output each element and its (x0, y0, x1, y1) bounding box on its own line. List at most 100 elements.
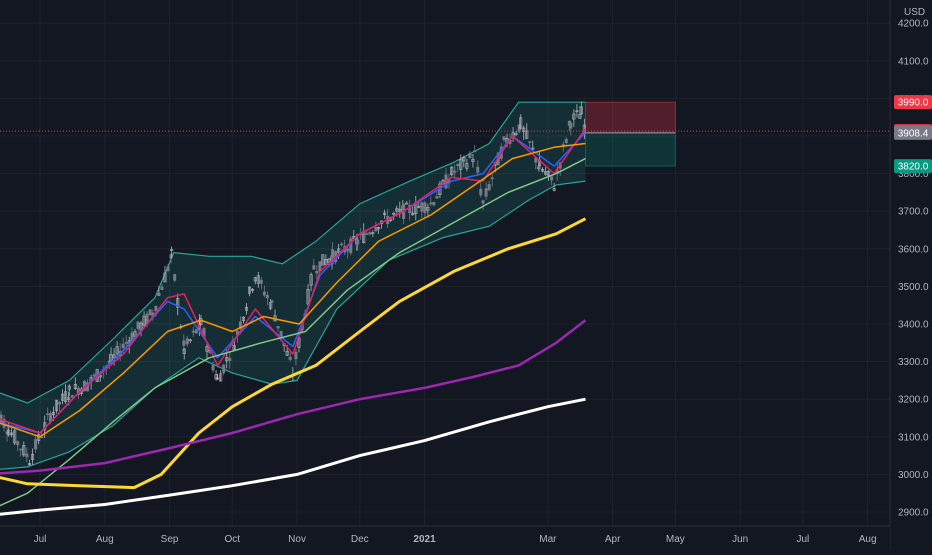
candle-body (544, 171, 548, 175)
candle-body (514, 133, 518, 136)
candle-body (157, 293, 161, 296)
candle-body (468, 152, 472, 158)
candle-body (241, 316, 245, 321)
candle-body (481, 200, 485, 204)
candle-body (276, 326, 280, 329)
band-lower (0, 180, 586, 470)
candle-body (34, 439, 38, 450)
candle-body (170, 249, 174, 251)
candle-body (288, 356, 292, 360)
candle-body (182, 340, 186, 346)
candle-body (121, 343, 125, 349)
candle-body (163, 272, 167, 283)
candle-body (552, 188, 556, 191)
candle-body (70, 395, 74, 398)
x-tick-label: Aug (859, 534, 877, 545)
candle-body (205, 346, 209, 352)
price-label-box (894, 95, 932, 110)
candle-body (58, 401, 62, 405)
price-axis[interactable]: USD4200.04100.04000.03900.03800.03700.03… (889, 0, 932, 550)
moving-averages (0, 128, 587, 516)
candle-body (569, 122, 573, 129)
candle-body (471, 159, 475, 162)
candle-body (541, 169, 545, 172)
price-label: 3990.0 (898, 98, 929, 109)
candle-body (411, 212, 415, 216)
candle-body (176, 298, 180, 308)
candle-body (476, 166, 480, 173)
candle-body (73, 383, 77, 389)
candle-body (28, 463, 32, 466)
price-axis-bg (890, 0, 932, 550)
candle-body (19, 448, 23, 451)
candle-body (564, 138, 568, 143)
candle-body (154, 305, 158, 312)
x-tick-label: Dec (351, 534, 369, 545)
candle-body (13, 430, 17, 444)
candle-body (306, 289, 310, 305)
candle-body (67, 397, 71, 400)
candle-body (160, 286, 164, 290)
candle-body (225, 357, 229, 362)
candle-body (398, 208, 402, 213)
candle-body (148, 309, 152, 315)
candle-body (37, 434, 41, 441)
candle-body (405, 202, 409, 205)
candle-body (426, 207, 430, 211)
x-tick-label: Sep (161, 534, 179, 545)
time-axis[interactable]: Jul Aug Sep Oct Nov Dec 2021 Mar Apr May Jun Jul Aug (0, 525, 890, 550)
candle-body (248, 286, 252, 294)
y-tick-label: 3000.0 (898, 470, 929, 481)
candle-body (525, 130, 529, 139)
price-label: 3820.0 (898, 162, 929, 173)
y-tick-label: 4200.0 (898, 19, 929, 30)
grid (0, 0, 890, 526)
x-tick-label: 2021 (413, 534, 436, 545)
series-line-3 (0, 157, 586, 507)
candle-body (479, 188, 483, 196)
candle-body (547, 170, 551, 176)
candle-body (55, 399, 59, 411)
target-zone[interactable] (584, 101, 676, 134)
candle-body (537, 166, 541, 170)
candle-body (256, 275, 260, 284)
candle-body (216, 377, 220, 380)
candle-body (182, 348, 186, 354)
candle-body (417, 206, 421, 208)
candle-body (550, 176, 554, 181)
x-tick-label: Apr (605, 534, 621, 545)
candle-body (346, 248, 350, 252)
candle-body (244, 306, 248, 311)
candle-body (265, 294, 269, 299)
candle-body (575, 110, 579, 113)
candle-body (531, 147, 535, 150)
candle-body (25, 453, 29, 458)
x-tick-label: Mar (539, 534, 557, 545)
candle-body (368, 232, 372, 235)
candle-body (484, 188, 488, 197)
long-position-tool[interactable] (584, 101, 676, 167)
stop-zone[interactable] (584, 132, 676, 167)
candle-body (124, 342, 128, 344)
candle-body (22, 445, 26, 456)
candle-body (465, 163, 469, 169)
candle-body (251, 288, 255, 291)
y-tick-label: 2900.0 (898, 508, 929, 519)
candle-body (374, 227, 378, 232)
y-tick-label: 3100.0 (898, 432, 929, 443)
candle-body (324, 259, 328, 265)
candle-body (519, 117, 523, 129)
candle-body (459, 159, 463, 170)
candle-body (142, 315, 146, 326)
series-line-6 (0, 397, 586, 516)
series-line-5 (0, 319, 587, 475)
candle-body (136, 321, 140, 329)
candle-body (392, 213, 396, 215)
candle-body (450, 166, 454, 175)
candle-body (423, 202, 427, 214)
candle-body (173, 274, 177, 281)
candle-body (115, 346, 119, 354)
